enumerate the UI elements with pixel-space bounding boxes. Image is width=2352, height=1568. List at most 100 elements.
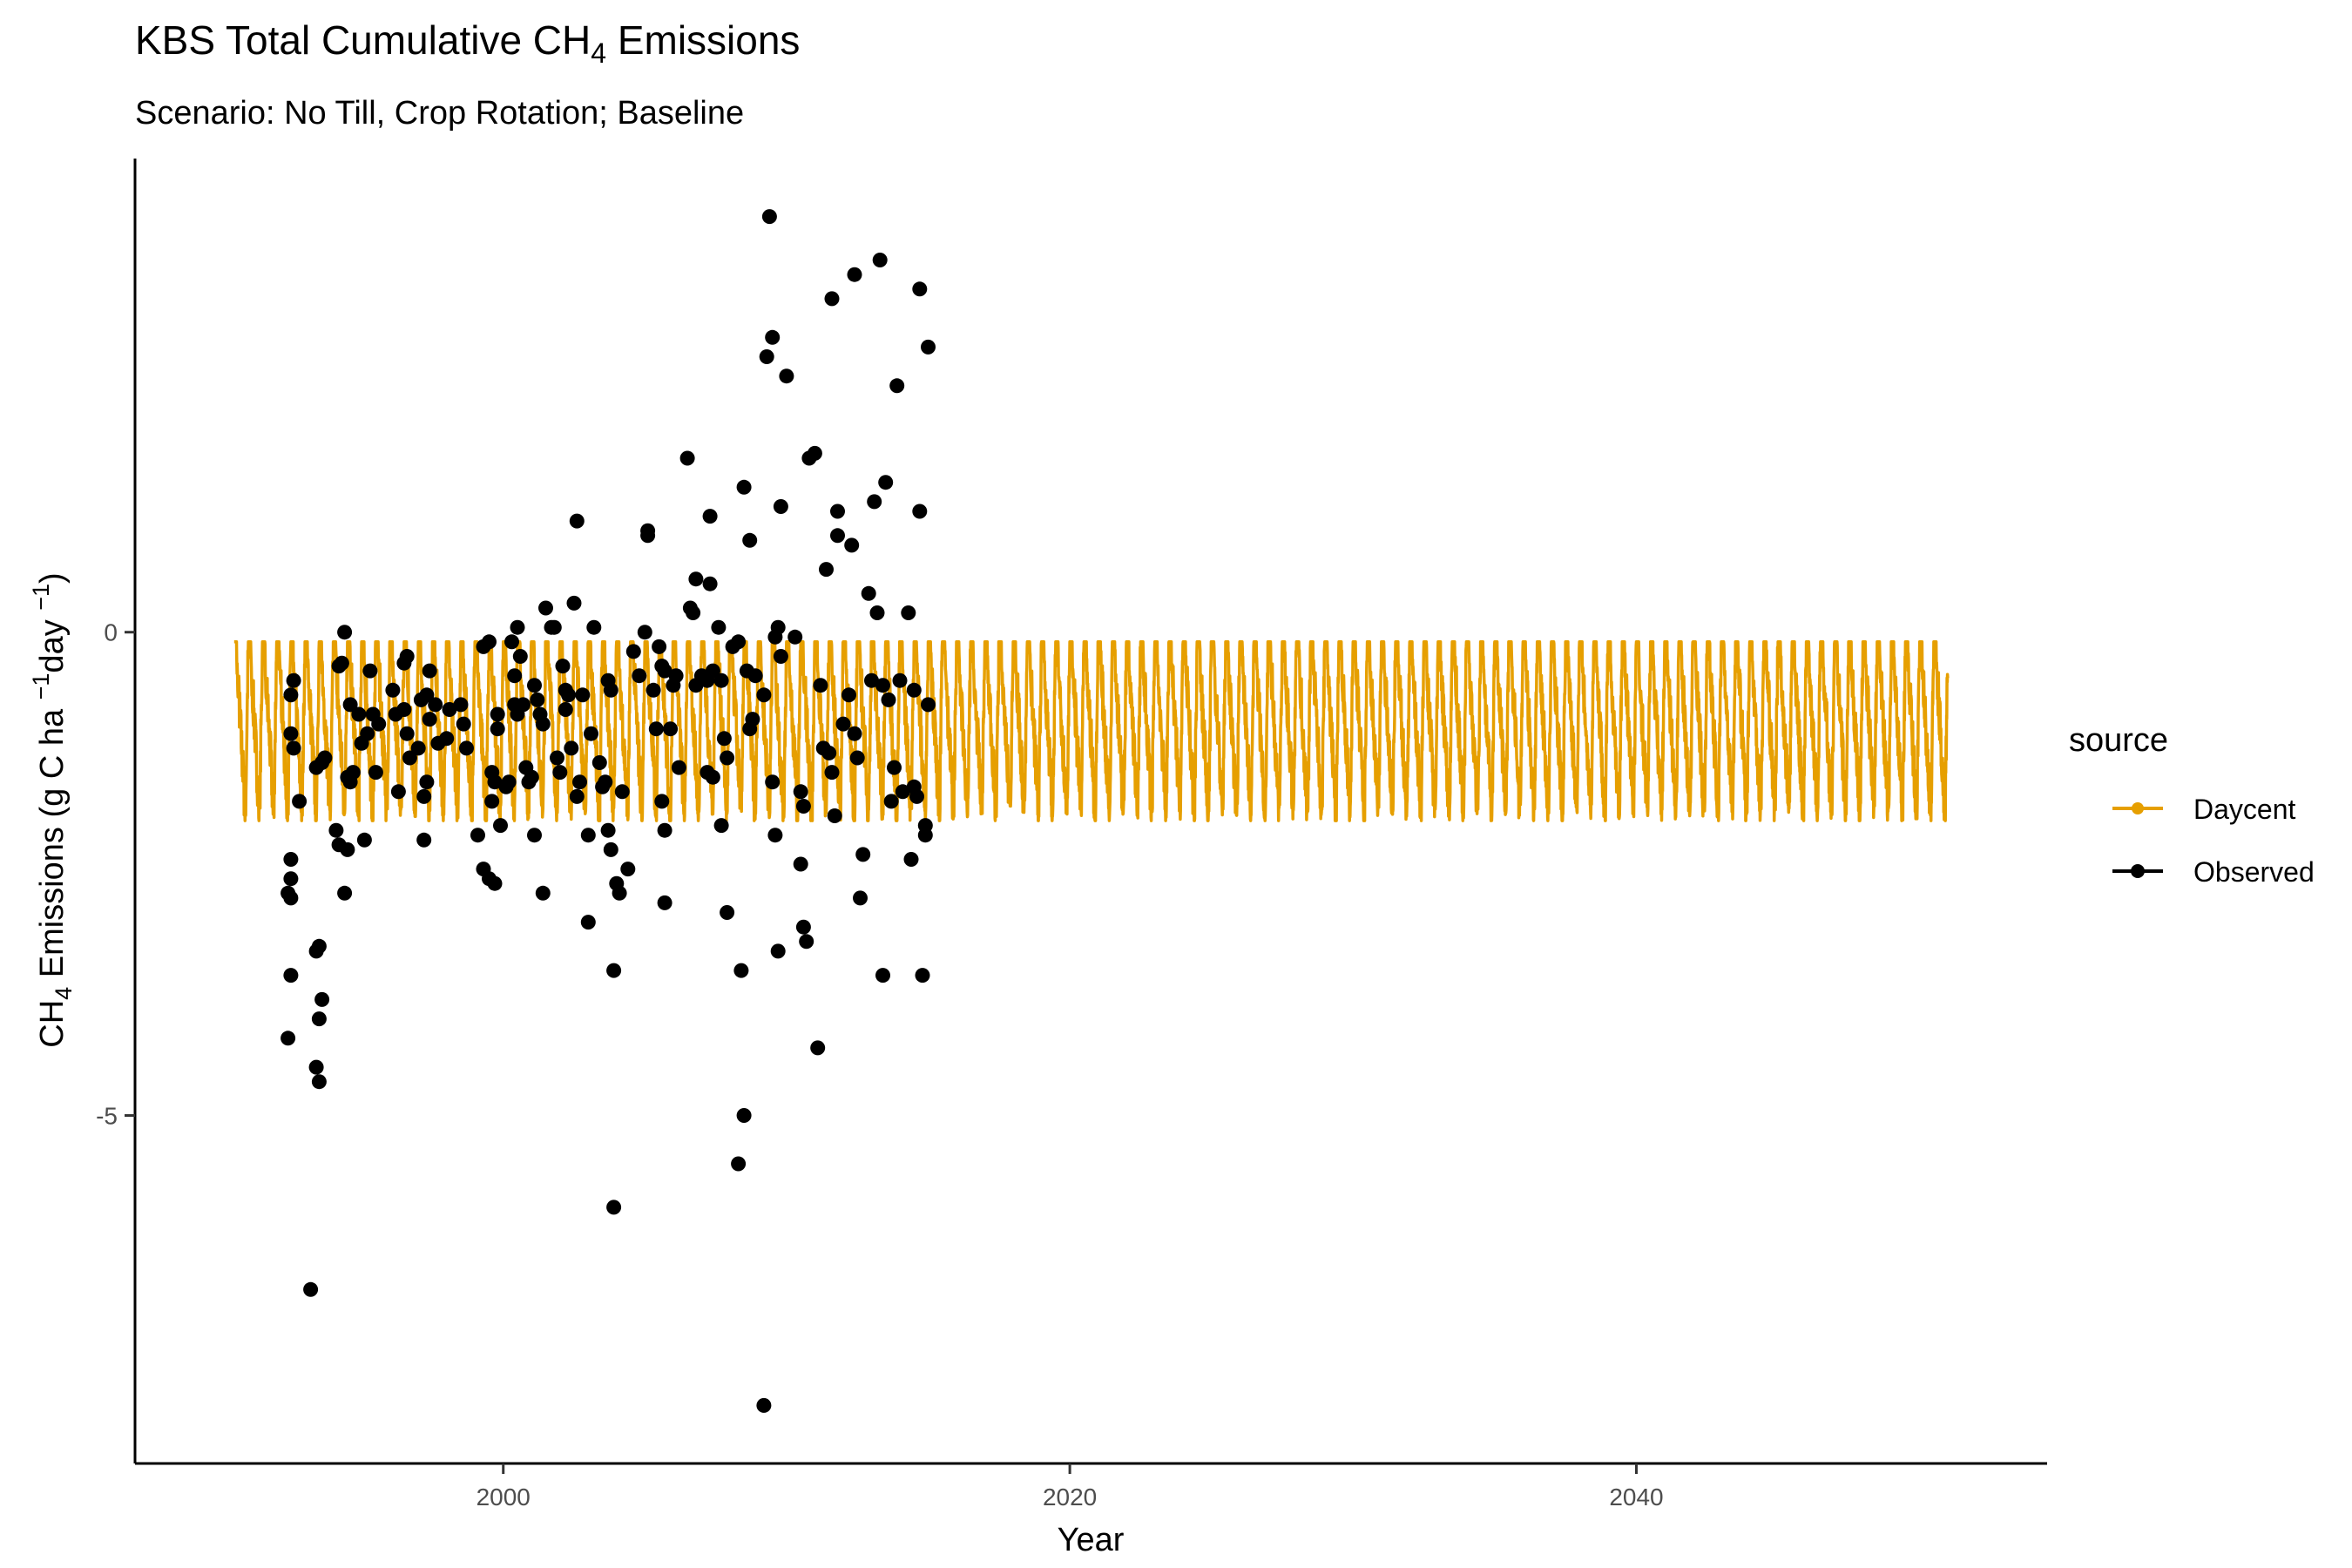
observed-point xyxy=(844,537,860,553)
observed-point xyxy=(337,885,353,901)
observed-point xyxy=(883,794,899,809)
observed-point xyxy=(493,818,508,834)
observed-point xyxy=(736,479,752,495)
observed-point xyxy=(283,852,299,867)
chart-title: KBS Total Cumulative CH4 Emissions xyxy=(135,17,800,69)
observed-point xyxy=(830,528,845,544)
observed-point xyxy=(569,513,585,529)
observed-point xyxy=(530,692,545,707)
observed-point xyxy=(487,875,503,891)
observed-point xyxy=(598,774,613,790)
observed-point xyxy=(419,687,435,703)
observed-point xyxy=(770,619,786,635)
observed-point xyxy=(368,765,383,781)
observed-point xyxy=(580,915,596,930)
observed-point xyxy=(921,697,936,713)
y-tick-label: -5 xyxy=(96,1103,118,1130)
observed-point xyxy=(795,919,811,935)
observed-point xyxy=(535,885,551,901)
observed-point xyxy=(855,847,871,862)
observed-point xyxy=(731,634,747,650)
legend-entry-daycent: Daycent xyxy=(2112,794,2296,825)
axis-ticks: 2000 2020 2040 0 -5 xyxy=(96,619,1664,1511)
legend-label-observed: Observed xyxy=(2193,856,2315,888)
observed-point xyxy=(895,784,910,800)
observed-point xyxy=(912,281,928,297)
observed-point xyxy=(484,794,500,809)
observed-point xyxy=(552,765,568,781)
observed-point xyxy=(524,769,539,785)
observed-point xyxy=(892,672,908,688)
observed-point xyxy=(889,378,905,394)
observed-point xyxy=(716,731,732,747)
plot-area xyxy=(233,209,1950,1413)
observed-point xyxy=(720,750,735,766)
observed-point xyxy=(337,625,353,640)
observed-point xyxy=(603,841,618,857)
observed-point xyxy=(303,1281,319,1297)
observed-point xyxy=(459,740,474,756)
observed-point xyxy=(283,890,299,906)
observed-point xyxy=(745,712,760,727)
observed-point xyxy=(580,828,596,843)
observed-point xyxy=(787,629,803,645)
observed-point xyxy=(490,721,505,737)
observed-point xyxy=(527,828,542,843)
observed-point xyxy=(736,1108,752,1123)
observed-point xyxy=(283,726,299,741)
observed-point xyxy=(314,991,330,1007)
observed-point xyxy=(428,697,443,713)
observed-point xyxy=(342,697,358,713)
observed-point xyxy=(742,532,758,548)
observed-point xyxy=(847,267,862,282)
observed-point xyxy=(283,871,299,887)
observed-point xyxy=(770,943,786,959)
observed-point xyxy=(827,808,842,823)
observed-point xyxy=(311,1074,327,1090)
observed-point xyxy=(535,716,551,732)
observed-point xyxy=(603,682,618,698)
observed-point xyxy=(657,822,672,838)
observed-point xyxy=(720,905,735,920)
observed-point xyxy=(835,716,851,732)
x-tick-label: 2020 xyxy=(1043,1484,1097,1511)
observed-point xyxy=(756,687,772,703)
observed-point xyxy=(779,368,794,384)
observed-point xyxy=(410,740,426,756)
observed-point xyxy=(283,687,299,703)
observed-point xyxy=(887,760,902,775)
observed-point xyxy=(841,687,856,703)
observed-point xyxy=(869,605,885,620)
observed-point xyxy=(861,585,876,601)
observed-point xyxy=(864,672,879,688)
observed-point xyxy=(416,788,432,804)
observed-point xyxy=(487,774,503,790)
observed-point xyxy=(402,750,417,766)
observed-point xyxy=(280,1031,296,1046)
observed-point xyxy=(439,731,455,747)
observed-point xyxy=(453,697,469,713)
observed-point xyxy=(765,774,781,790)
observed-point xyxy=(821,745,837,760)
observed-point xyxy=(765,329,781,345)
observed-point xyxy=(561,687,576,703)
observed-point xyxy=(713,818,729,834)
observed-point xyxy=(311,938,327,954)
observed-point xyxy=(767,828,783,843)
observed-point xyxy=(328,822,344,838)
observed-point xyxy=(527,678,542,693)
observed-point xyxy=(340,841,355,857)
observed-point xyxy=(283,968,299,983)
observed-point xyxy=(686,605,701,620)
observed-point xyxy=(849,750,865,766)
observed-point xyxy=(756,1397,772,1413)
observed-point xyxy=(566,595,582,611)
observed-point xyxy=(773,649,788,664)
observed-point xyxy=(921,339,936,355)
observed-point xyxy=(586,619,602,635)
legend-label-daycent: Daycent xyxy=(2193,794,2296,825)
observed-point xyxy=(558,702,573,717)
observed-point xyxy=(286,740,301,756)
observed-point xyxy=(292,794,308,809)
y-tick-label: 0 xyxy=(104,619,118,646)
